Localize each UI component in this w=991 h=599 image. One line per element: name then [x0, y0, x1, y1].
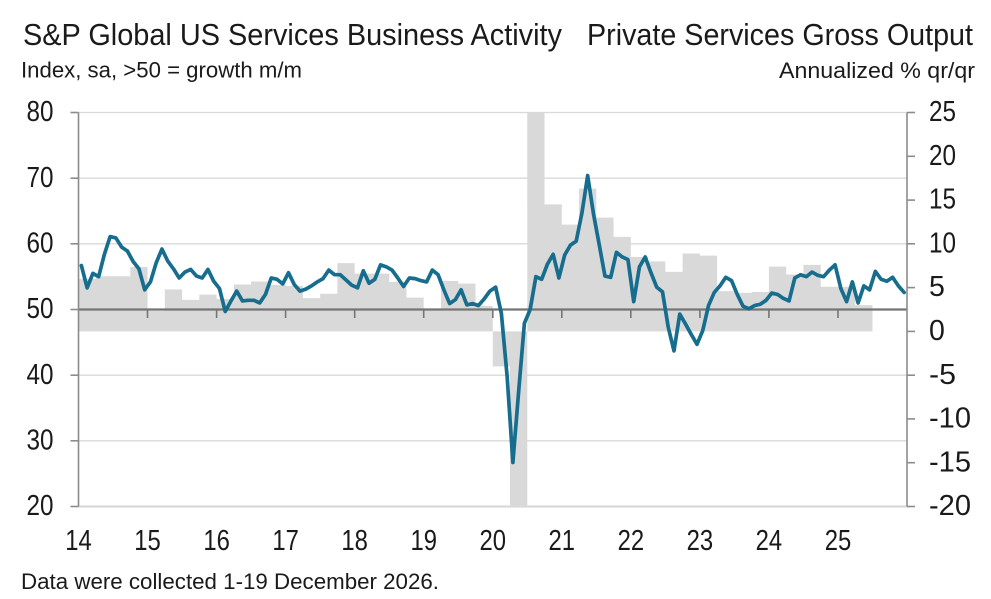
svg-text:20: 20 — [480, 525, 507, 557]
svg-text:Data were collected 1-19 Decem: Data were collected 1-19 December 2026. — [21, 569, 439, 594]
svg-text:25: 25 — [929, 96, 956, 128]
svg-text:21: 21 — [549, 525, 576, 557]
svg-text:0: 0 — [929, 315, 945, 347]
svg-text:22: 22 — [618, 525, 645, 557]
svg-text:5: 5 — [929, 271, 945, 303]
svg-text:20: 20 — [929, 140, 956, 172]
svg-text:30: 30 — [27, 424, 54, 456]
svg-text:25: 25 — [825, 525, 852, 557]
svg-text:17: 17 — [272, 525, 299, 557]
svg-text:19: 19 — [410, 525, 437, 557]
svg-text:15: 15 — [134, 525, 161, 557]
svg-text:60: 60 — [27, 227, 54, 259]
svg-text:S&P Global US Services Busines: S&P Global US Services Business Activity — [23, 17, 562, 52]
svg-text:20: 20 — [27, 490, 54, 522]
svg-text:18: 18 — [341, 525, 368, 557]
svg-text:24: 24 — [756, 525, 783, 557]
svg-text:-15: -15 — [929, 446, 971, 478]
svg-text:10: 10 — [929, 227, 956, 259]
svg-text:14: 14 — [65, 525, 92, 557]
svg-text:70: 70 — [27, 162, 54, 194]
svg-text:23: 23 — [687, 525, 714, 557]
svg-text:-20: -20 — [929, 490, 971, 522]
svg-text:-10: -10 — [929, 403, 971, 435]
svg-text:40: 40 — [27, 359, 54, 391]
svg-text:Index, sa, >50 = growth m/m: Index, sa, >50 = growth m/m — [21, 58, 302, 83]
svg-text:Annualized % qr/qr: Annualized % qr/qr — [779, 58, 975, 83]
svg-text:-5: -5 — [929, 359, 956, 391]
svg-text:80: 80 — [27, 96, 54, 128]
svg-text:50: 50 — [27, 293, 54, 325]
svg-text:16: 16 — [203, 525, 230, 557]
svg-text:15: 15 — [929, 184, 956, 216]
svg-text:Private Services Gross Output: Private Services Gross Output — [587, 17, 973, 52]
